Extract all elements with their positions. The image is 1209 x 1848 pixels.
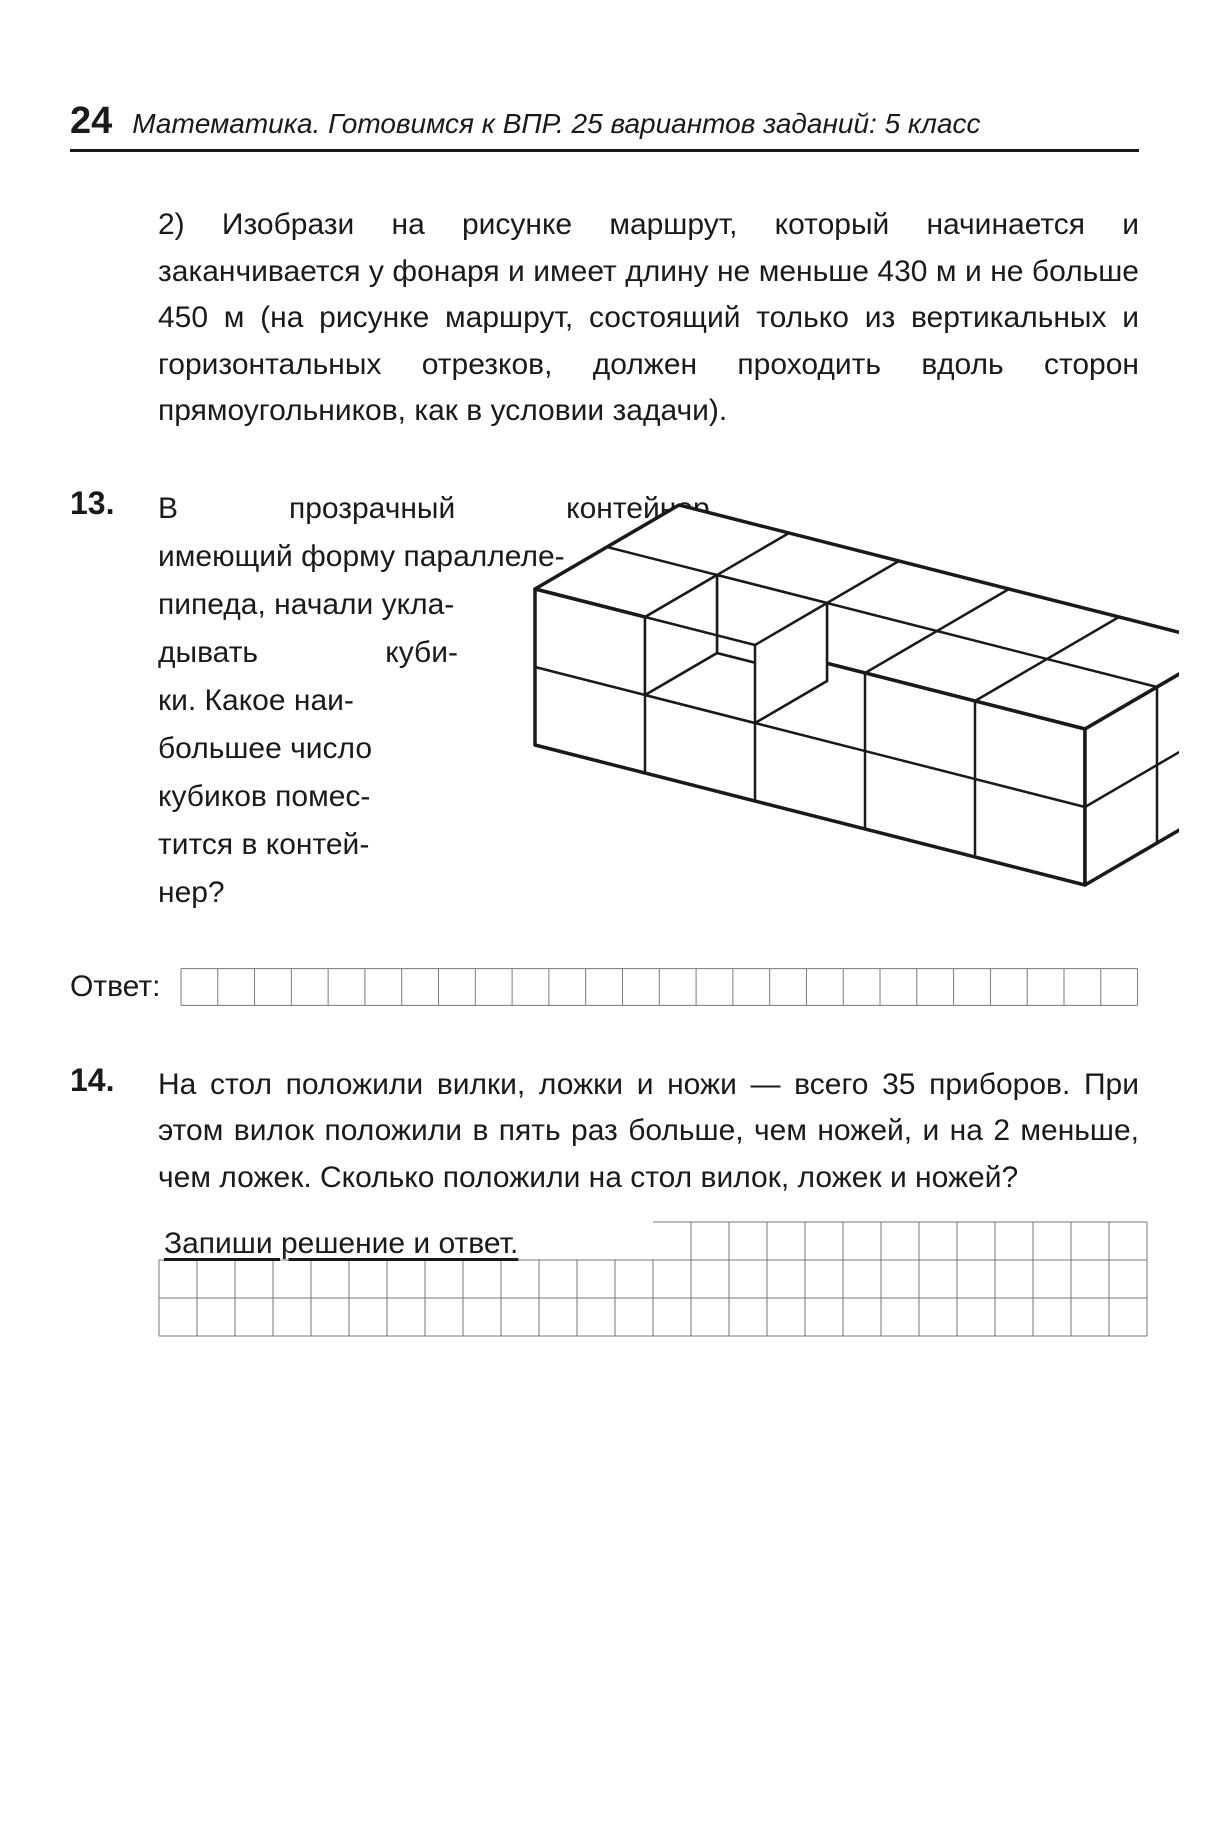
task-2: 2) Изобрази на рисунке маршрут, который … [70, 202, 1139, 435]
t13-l5: ки. Какое наи- [158, 677, 458, 725]
solution-area: Запиши решение и ответ. [158, 1221, 1139, 1337]
task-14: 14. На стол положили вилки, ложки и ножи… [70, 1062, 1139, 1202]
task-13-number: 13. [70, 485, 130, 522]
page-number: 24 [70, 100, 112, 143]
answer-grid[interactable] [180, 967, 1139, 1007]
page-header: 24 Математика. Готовимся к ВПР. 25 вариа… [70, 100, 1139, 152]
t13-l8: тится в контей- [158, 821, 458, 869]
t13-l6: большее число [158, 725, 458, 773]
task-14-body: На стол положили вилки, ложки и ножи — в… [158, 1062, 1139, 1202]
task-2-label: 2) [158, 208, 185, 241]
t13-l7: кубиков помес- [158, 773, 458, 821]
page: 24 Математика. Готовимся к ВПР. 25 вариа… [0, 0, 1209, 1848]
t13-l4: дывать куби- [158, 629, 458, 677]
cube-diagram [459, 475, 1179, 945]
task-14-number: 14. [70, 1062, 130, 1099]
t13-l9: нер? [158, 869, 458, 917]
task-13: 13. В прозрачный контейнер, имеющий форм… [70, 485, 1139, 917]
task-13-body: В прозрачный контейнер, имеющий форму па… [158, 485, 1139, 917]
task-14-text: На стол положили вилки, ложки и ножи — в… [158, 1068, 1139, 1194]
answer-row: Ответ: [70, 967, 1139, 1007]
answer-label: Ответ: [70, 970, 160, 1004]
solution-instruction: Запиши решение и ответ. [164, 1227, 518, 1260]
task-2-body: 2) Изобрази на рисунке маршрут, который … [158, 202, 1139, 435]
task-2-text: Изобрази на рисунке маршрут, который нач… [158, 208, 1139, 427]
header-title: Математика. Готовимся к ВПР. 25 варианто… [132, 108, 980, 140]
